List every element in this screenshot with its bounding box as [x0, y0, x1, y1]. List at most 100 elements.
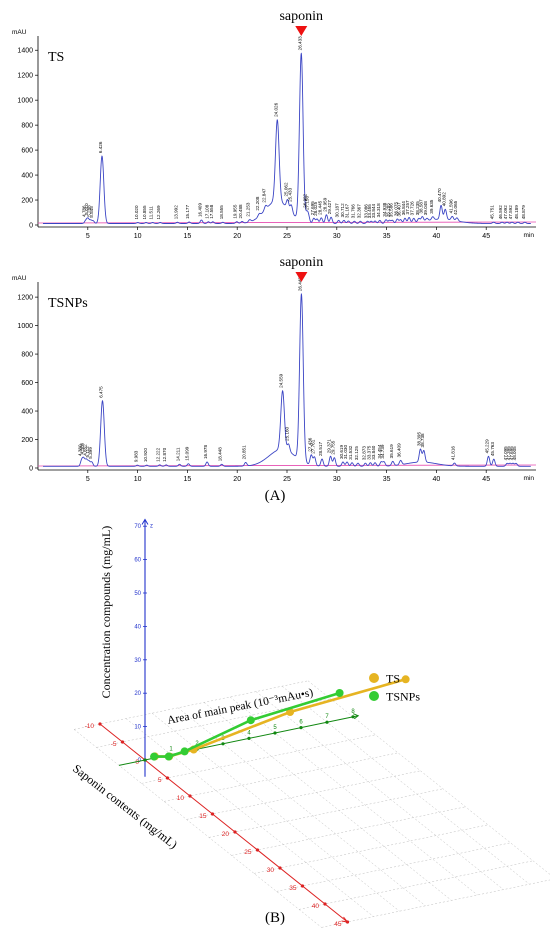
z-tick-label: 70: [134, 524, 141, 530]
x-tick: [345, 920, 350, 924]
peak-label: 18.555: [219, 205, 224, 219]
x-tick-label: 30: [333, 476, 341, 483]
series-tsnps: [150, 689, 344, 761]
z-tick-label: 40: [134, 624, 141, 630]
signal-trace: [42, 292, 531, 467]
x-tick-label: 35: [383, 476, 391, 483]
peak-label: 25.062: [284, 182, 289, 196]
saponin-marker: [295, 26, 308, 36]
peak-label: 12.870: [162, 447, 167, 461]
y-axis-label: mAU: [12, 29, 27, 36]
peak-label: 31.766: [350, 204, 355, 218]
x-tick-label: -5: [111, 741, 117, 748]
peak-label: 30.619: [339, 445, 344, 459]
x-tick-label: 45: [482, 233, 490, 240]
data-point: [246, 716, 255, 725]
peak-label: 46.592: [498, 205, 503, 219]
x-tick-label: 25: [283, 233, 291, 240]
peak-label: 38.235: [415, 201, 420, 215]
peak-label: 5.545: [89, 206, 94, 218]
y-tick-label: 600: [21, 148, 33, 155]
y-axis-label: mAU: [12, 275, 27, 282]
peak-label: 24.026: [273, 102, 278, 116]
x-tick: [278, 866, 282, 870]
plot-3d: z010203040506070-10-50510152025303540451…: [70, 518, 550, 928]
x-tick-label: 20: [233, 233, 241, 240]
x-tick-label: 35: [289, 885, 297, 892]
peak-label: 10.920: [143, 448, 148, 462]
y-tick-label: 400: [21, 173, 33, 180]
data-point: [335, 689, 344, 697]
peak-label: 9.983: [133, 450, 138, 462]
y-tick-label: 8: [351, 709, 355, 715]
peak-label: 11.511: [149, 206, 154, 220]
z-tick-label: 10: [134, 725, 141, 731]
y-tick: [351, 715, 355, 719]
saponin-annotation: saponin: [279, 9, 323, 24]
x-tick-label: 5: [158, 777, 162, 784]
peak-label: 27.436: [307, 437, 312, 451]
peak-label: 29.755: [330, 440, 335, 454]
peak-label: 30.712: [340, 203, 345, 217]
legend: TS TSNPs: [369, 672, 420, 704]
peak-label: 48.005: [512, 446, 517, 460]
x-axis: [99, 723, 348, 923]
data-point: [401, 675, 410, 684]
baseline-trace: [37, 221, 537, 224]
x-tick-label: 30: [333, 233, 341, 240]
peak-label: 45.763: [490, 442, 495, 456]
peak-label: 15.177: [185, 205, 190, 219]
peak-label: 16.978: [203, 445, 208, 459]
peak-label: 37.257: [405, 200, 410, 214]
x-tick-label: 25: [244, 849, 252, 856]
y-tick-label: 1: [169, 747, 173, 753]
y-tick-label: 4: [247, 730, 251, 736]
panel-name: TS: [48, 50, 64, 65]
peak-label: 45.229: [484, 439, 489, 453]
y-tick-label: 1000: [17, 98, 33, 105]
peak-label: 22.847: [262, 188, 267, 202]
peak-label: 33.840: [371, 445, 376, 459]
peak-label: 21.253: [246, 202, 251, 216]
data-point: [150, 752, 159, 761]
peak-label: 47.092: [503, 205, 508, 219]
peak-label: 32.873: [361, 446, 366, 460]
peak-label: 6.426: [98, 141, 103, 153]
peak-label: 15.099: [184, 446, 189, 460]
peak-label: 41.816: [450, 446, 455, 460]
x-axis-label: min: [524, 475, 535, 482]
peak-label: 28.517: [318, 442, 323, 456]
peak-label: 34.739: [380, 444, 385, 458]
peak-label: 31.532: [348, 445, 353, 459]
y-tick-label: 1400: [17, 48, 33, 55]
y-tick-label: 1200: [17, 295, 33, 302]
peak-label: 22.208: [255, 196, 260, 210]
peak-label: 18.448: [218, 447, 223, 461]
peak-label: 5.288: [87, 205, 92, 217]
peak-label: 35.285: [385, 203, 390, 217]
peak-label: 38.738: [420, 433, 425, 447]
chromatogram-ts: mAU min 0 200 400 600 800 1000 1200 1400 5 10 15 20 25…: [12, 9, 537, 240]
peak-label: 20.851: [242, 445, 247, 459]
y-tick-label: 0: [29, 223, 33, 230]
x-tick-label: 40: [433, 476, 441, 483]
z-axis-arrow: [141, 518, 149, 525]
z-tick-label: 20: [134, 691, 141, 697]
peak-label: 5.112: [85, 446, 90, 458]
peak-label: 41.596: [448, 199, 453, 213]
peak-label: 39.048: [423, 201, 428, 215]
x-tick: [233, 830, 237, 834]
peak-label: 32.125: [354, 446, 359, 460]
x-tick: [120, 740, 125, 744]
peak-label: 48.189: [514, 205, 519, 219]
y-tick: [299, 726, 303, 730]
x-tick-label: 0: [135, 759, 139, 766]
legend-marker: [369, 691, 379, 701]
peak-label: 47.695: [509, 446, 514, 460]
x-tick-label: 40: [433, 233, 441, 240]
x-tick-label: 10: [134, 233, 142, 240]
peak-label: 36.409: [397, 443, 402, 457]
panel-a-label: (A): [265, 488, 286, 504]
y-tick-label: 5: [273, 725, 277, 731]
legend-label: TS: [386, 672, 400, 686]
